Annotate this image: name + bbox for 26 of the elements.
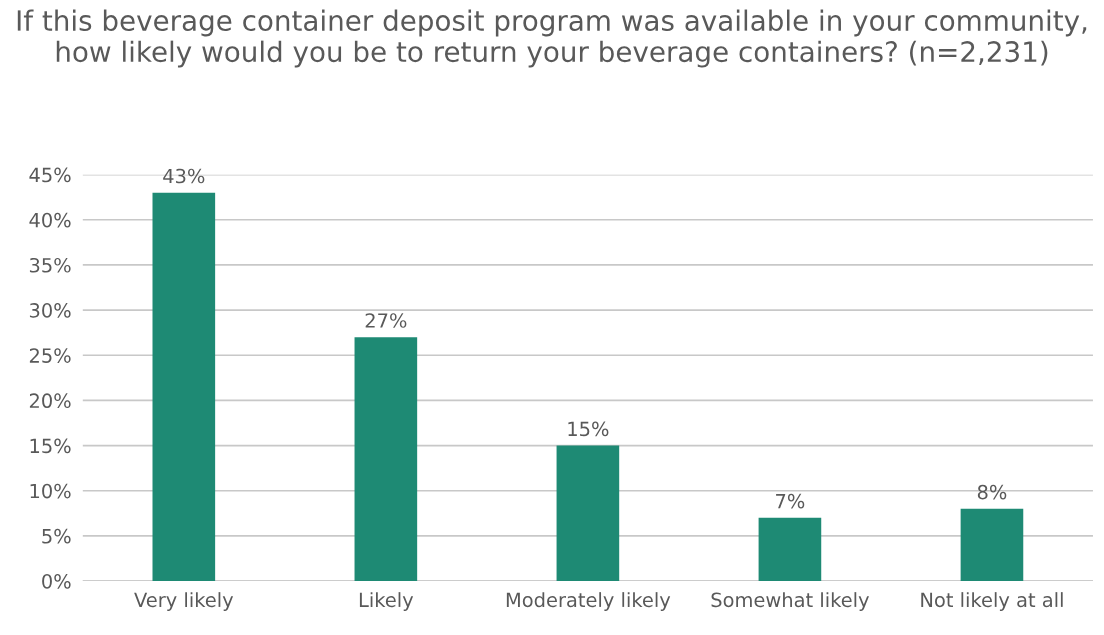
y-tick-label: 45% [29, 167, 71, 183]
y-tick-label: 15% [30, 438, 71, 454]
y-tick-label: 30% [29, 303, 71, 318]
data-label: 43% [163, 168, 205, 184]
chart-title: If this beverage container deposit program was available in your community, how likely would you be to return your beverage containers? (n=2,231) [17, 9, 1087, 68]
y-tick-label: 5% [42, 528, 71, 544]
y-tick-label: 35% [29, 257, 71, 273]
x-tick-label: Very likely [134, 592, 234, 611]
bar [556, 445, 620, 582]
bar [960, 508, 1024, 582]
bar [354, 337, 418, 582]
data-label: 8% [977, 484, 1007, 500]
y-tick-label: 20% [29, 393, 71, 409]
bar [758, 517, 822, 582]
x-tick-label: Somewhat likely [711, 592, 869, 611]
y-tick-label: 10% [30, 483, 71, 499]
x-tick-label: Not likely at all [921, 592, 1063, 611]
y-tick-label: 25% [29, 348, 71, 363]
y-tick-label: 0% [42, 573, 71, 589]
data-label: 7% [776, 493, 805, 509]
bar [152, 192, 216, 582]
y-tick-label: 40% [29, 212, 71, 228]
data-label: 15% [568, 421, 609, 437]
x-tick-label: Moderately likely [506, 592, 671, 611]
x-tick-label: Likely [359, 592, 414, 611]
data-label: 27% [365, 313, 407, 328]
